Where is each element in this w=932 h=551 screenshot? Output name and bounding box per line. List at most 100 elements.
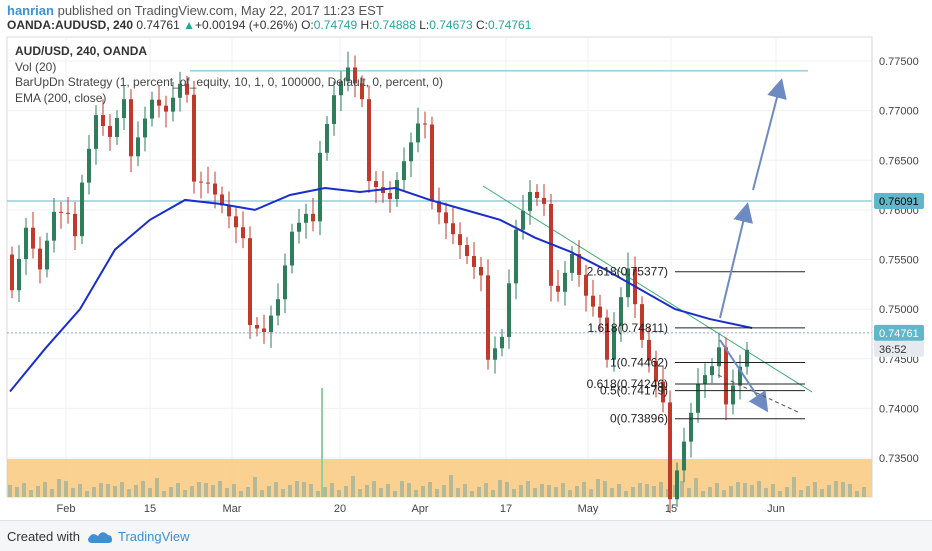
legend-strategy[interactable]: BarUpDn Strategy (1, percent_of_equity, … xyxy=(15,75,444,89)
candle-body xyxy=(423,123,427,125)
price-tick-label: 0.74000 xyxy=(879,403,919,415)
candle-body xyxy=(206,182,210,184)
candle-body xyxy=(220,194,224,206)
tradingview-brand[interactable]: TradingView xyxy=(118,529,190,544)
volume-bar xyxy=(701,491,705,497)
trendlines xyxy=(482,185,813,393)
candle-body xyxy=(556,285,560,292)
time-tick-label: 15 xyxy=(144,503,156,515)
volume-bar xyxy=(85,491,89,497)
candle-body xyxy=(59,211,63,213)
volume-bar xyxy=(295,481,299,497)
candle-body xyxy=(661,381,665,403)
up-arrow xyxy=(752,78,787,191)
price-tick-label: 0.77000 xyxy=(879,106,919,118)
volume-bar xyxy=(526,481,530,497)
candle-body xyxy=(332,95,336,125)
low-value: 0.74673 xyxy=(429,18,473,32)
symbol-label: OANDA:AUDUSD, 240 xyxy=(7,18,134,32)
volume-bar xyxy=(393,491,397,497)
candle-body xyxy=(31,227,35,249)
volume-bar xyxy=(540,484,544,497)
candle-body xyxy=(80,182,84,237)
change-value: +0.00194 (+0.26%) xyxy=(195,18,298,32)
volume-bar xyxy=(624,491,628,497)
volume-bar xyxy=(148,488,152,497)
volume-bar xyxy=(15,487,19,497)
volume-bar xyxy=(785,487,789,497)
candle-body xyxy=(675,470,679,500)
volume-bar xyxy=(512,489,516,497)
volume-bar xyxy=(414,490,418,497)
candle-body xyxy=(640,304,644,340)
volume-bar xyxy=(533,488,537,497)
candle-body xyxy=(136,137,140,157)
volume-bar xyxy=(645,484,649,497)
time-tick-label: Apr xyxy=(411,503,428,515)
volume-bar xyxy=(225,488,229,497)
volume-bar xyxy=(239,491,243,497)
volume-bar xyxy=(274,482,278,497)
volume-bar xyxy=(330,483,334,497)
ema-line xyxy=(9,187,753,393)
volume-bar xyxy=(596,479,600,497)
fib-label: 0(0.73896) xyxy=(610,412,668,426)
price-axis[interactable]: 0.775000.770000.765000.760000.755000.750… xyxy=(871,37,924,497)
candle-body xyxy=(577,254,581,275)
candle-body xyxy=(612,325,616,360)
volume-bar xyxy=(848,484,852,497)
volume-bar xyxy=(575,486,579,497)
candle-body xyxy=(10,254,14,291)
legend-ema[interactable]: EMA (200, close) xyxy=(15,90,107,105)
volume-bar xyxy=(463,484,467,497)
volume-bar xyxy=(8,485,12,497)
candle-body xyxy=(528,192,532,211)
volume-bar xyxy=(78,484,82,497)
candle-body xyxy=(38,248,42,270)
volume-bar xyxy=(288,485,292,497)
plot-area[interactable] xyxy=(6,36,873,498)
author-name[interactable]: hanrian xyxy=(7,3,54,18)
time-axis[interactable]: Feb 15 Mar 20 Apr 17 May 15 Jun xyxy=(57,503,785,515)
candle-body xyxy=(619,297,623,326)
volume-bar xyxy=(442,485,446,497)
candle-body xyxy=(45,240,49,270)
candle-body xyxy=(542,197,546,204)
candle-body xyxy=(143,118,147,138)
high-label: H: xyxy=(360,18,373,32)
volume-bar xyxy=(498,480,502,497)
candle-body xyxy=(94,115,98,149)
volume-bar xyxy=(43,482,47,497)
candle-body xyxy=(472,256,476,267)
volume-bar xyxy=(162,491,166,497)
volume-bar xyxy=(316,491,320,497)
candle-body xyxy=(717,347,721,367)
candle-body xyxy=(234,216,238,228)
candle-body xyxy=(150,99,154,119)
candle-body xyxy=(129,99,133,157)
volume-bar xyxy=(344,486,348,497)
volume-bar xyxy=(337,490,341,497)
volume-bar xyxy=(232,484,236,497)
candle-body xyxy=(507,283,511,337)
time-tick-label: Mar xyxy=(223,503,242,515)
candle-body xyxy=(255,325,259,329)
volume-bar xyxy=(351,476,355,497)
volume-bar xyxy=(687,488,691,497)
volume-bar xyxy=(491,490,495,497)
fib-label: 0.618(0.74246) xyxy=(587,377,668,391)
price-tick-label: 0.75000 xyxy=(879,304,919,316)
volume-bar xyxy=(29,490,33,497)
volume-bar xyxy=(449,475,453,497)
candle-body xyxy=(479,266,483,276)
footer-bar: Created with TradingView xyxy=(0,520,932,551)
volume-bar xyxy=(36,486,40,497)
candle-body xyxy=(402,161,406,181)
candle-body xyxy=(535,192,539,198)
candle-body xyxy=(458,234,462,246)
time-tick-label: 15 xyxy=(665,503,677,515)
candle-body xyxy=(101,115,105,127)
legend-volume[interactable]: Vol (20) xyxy=(15,59,57,74)
price-chart[interactable]: 2.618(0.75377) 1.618(0.74811) 1(0.74462) 0.… xyxy=(0,0,932,520)
candle-body xyxy=(682,441,686,471)
